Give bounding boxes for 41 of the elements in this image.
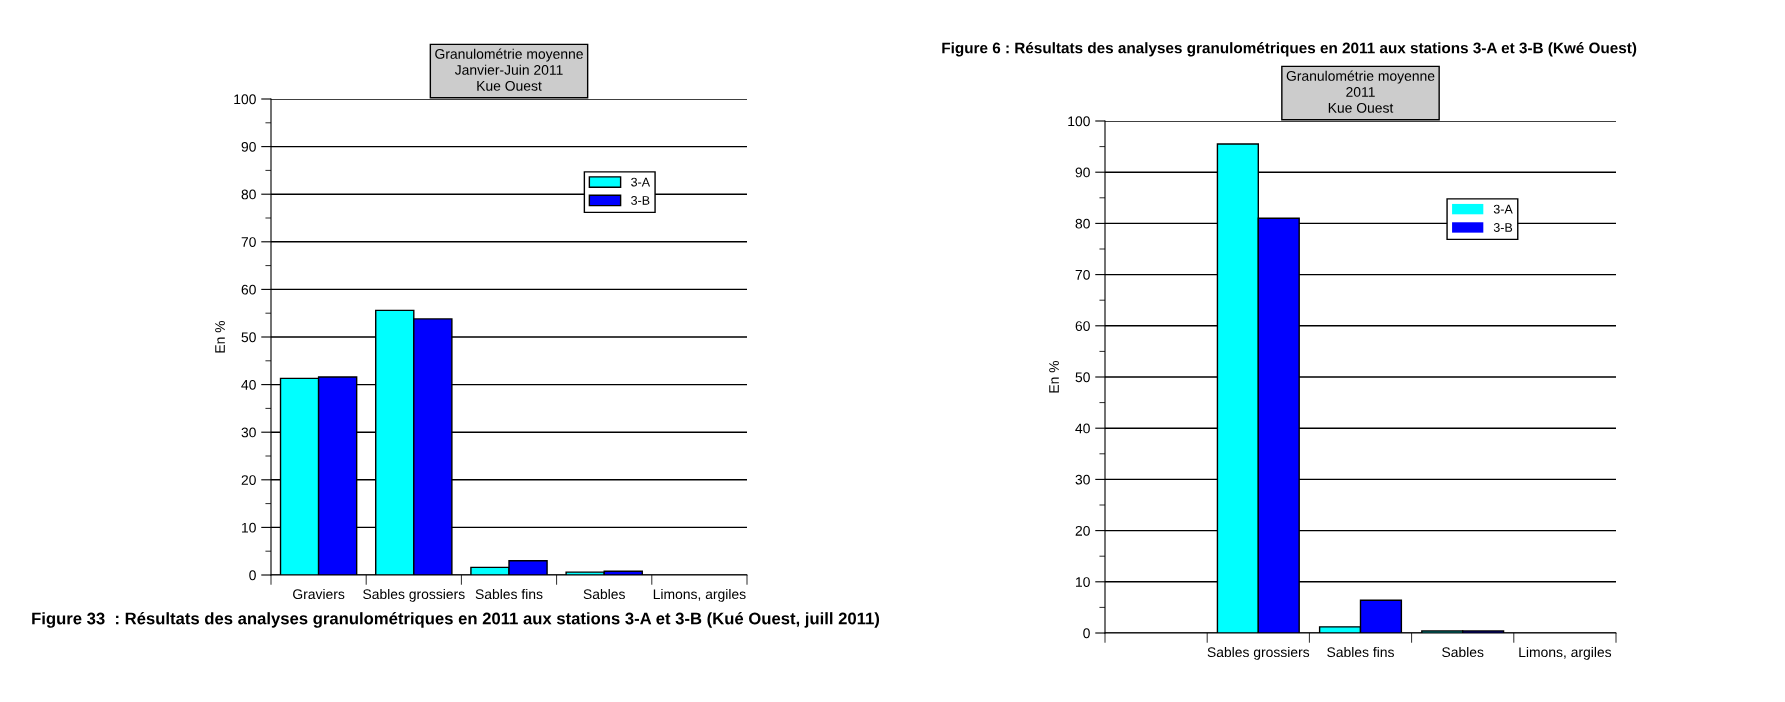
y-tick-label: 20 (1075, 525, 1090, 536)
y-tick-label: 80 (241, 189, 256, 200)
y-tick-label: 30 (241, 427, 256, 438)
legend-label: 3-A (631, 177, 651, 187)
y-tick-label: 100 (234, 94, 256, 105)
x-tick-label: Limons, argiles (1519, 646, 1612, 660)
y-tick-label: 90 (241, 141, 256, 152)
x-tick-label: Sables fins (475, 588, 543, 600)
caption: Figure 6 : Résultats des analyses granulométriques en 2011 aux stations 3-A et 3-B (Kwé Ouest) (942, 42, 1637, 57)
x-tick-label: Limons, argiles (653, 588, 746, 602)
x-tick-label: Sables (1442, 646, 1484, 658)
y-tick-label: 30 (1075, 474, 1090, 485)
x-tick-label: Graviers (293, 588, 345, 600)
legend-label: 3-A (1493, 204, 1513, 214)
y-tick-label: 90 (1075, 167, 1090, 178)
y-tick-label: 20 (241, 475, 256, 485)
y-tick-label: 50 (241, 332, 256, 343)
chart-title: Granulométrie moyenne Janvier-Juin 2011 Kue Ouest (435, 48, 583, 91)
y-tick-label: 70 (1075, 269, 1090, 280)
y-tick-label: 50 (1075, 372, 1090, 383)
x-tick-label: Sables grossiers (1207, 646, 1310, 660)
y-tick-label: 0 (1083, 628, 1090, 639)
x-tick-label: Sables fins (1327, 646, 1394, 658)
y-tick-label: 60 (1075, 321, 1090, 331)
x-tick-label: Sables grossiers (363, 588, 465, 602)
legend-label: 3-B (631, 196, 650, 205)
y-tick-label: 10 (1076, 577, 1090, 587)
y-tick-label: 10 (242, 522, 256, 533)
caption: Figure 33 : Résultats des analyses granulométriques en 2011 aux stations 3-A et 3-B (Kué Ouest, juill 2011) (32, 612, 880, 628)
legend-label: 3-B (1493, 223, 1513, 232)
y-tick-label: 40 (241, 379, 256, 390)
y-tick-label: 40 (1075, 423, 1090, 434)
y-tick-label: 80 (1075, 218, 1090, 229)
x-tick-label: Sables (583, 588, 625, 600)
y-tick-label: 60 (241, 284, 256, 295)
y-tick-label: 70 (241, 237, 256, 247)
y-tick-label: 0 (249, 570, 256, 581)
y-axis-title: En % (215, 320, 225, 353)
y-tick-label: 100 (1068, 116, 1090, 127)
y-axis-title: En % (1049, 360, 1059, 393)
chart-title: Granulométrie moyenne 2011 Kue Ouest (1286, 70, 1435, 113)
